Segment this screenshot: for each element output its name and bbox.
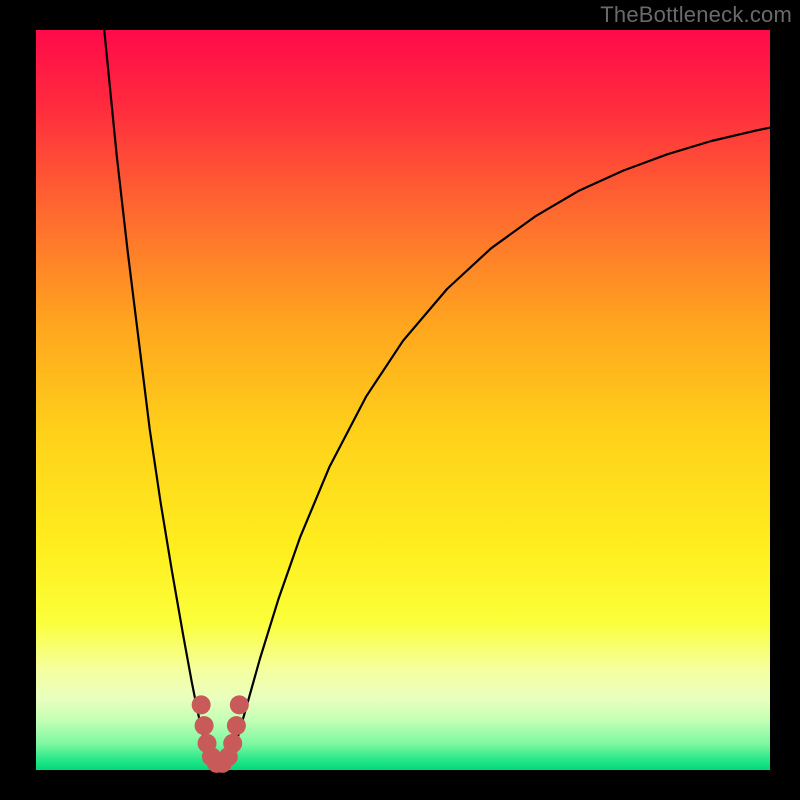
chart-container: TheBottleneck.com [0,0,800,800]
watermark-text: TheBottleneck.com [600,2,792,28]
dip-marker-dot [227,716,246,735]
dip-marker-dot [230,695,249,714]
bottleneck-chart [0,0,800,800]
dip-marker-dot [192,695,211,714]
dip-marker-dot [195,716,214,735]
dip-marker-dot [223,734,242,753]
